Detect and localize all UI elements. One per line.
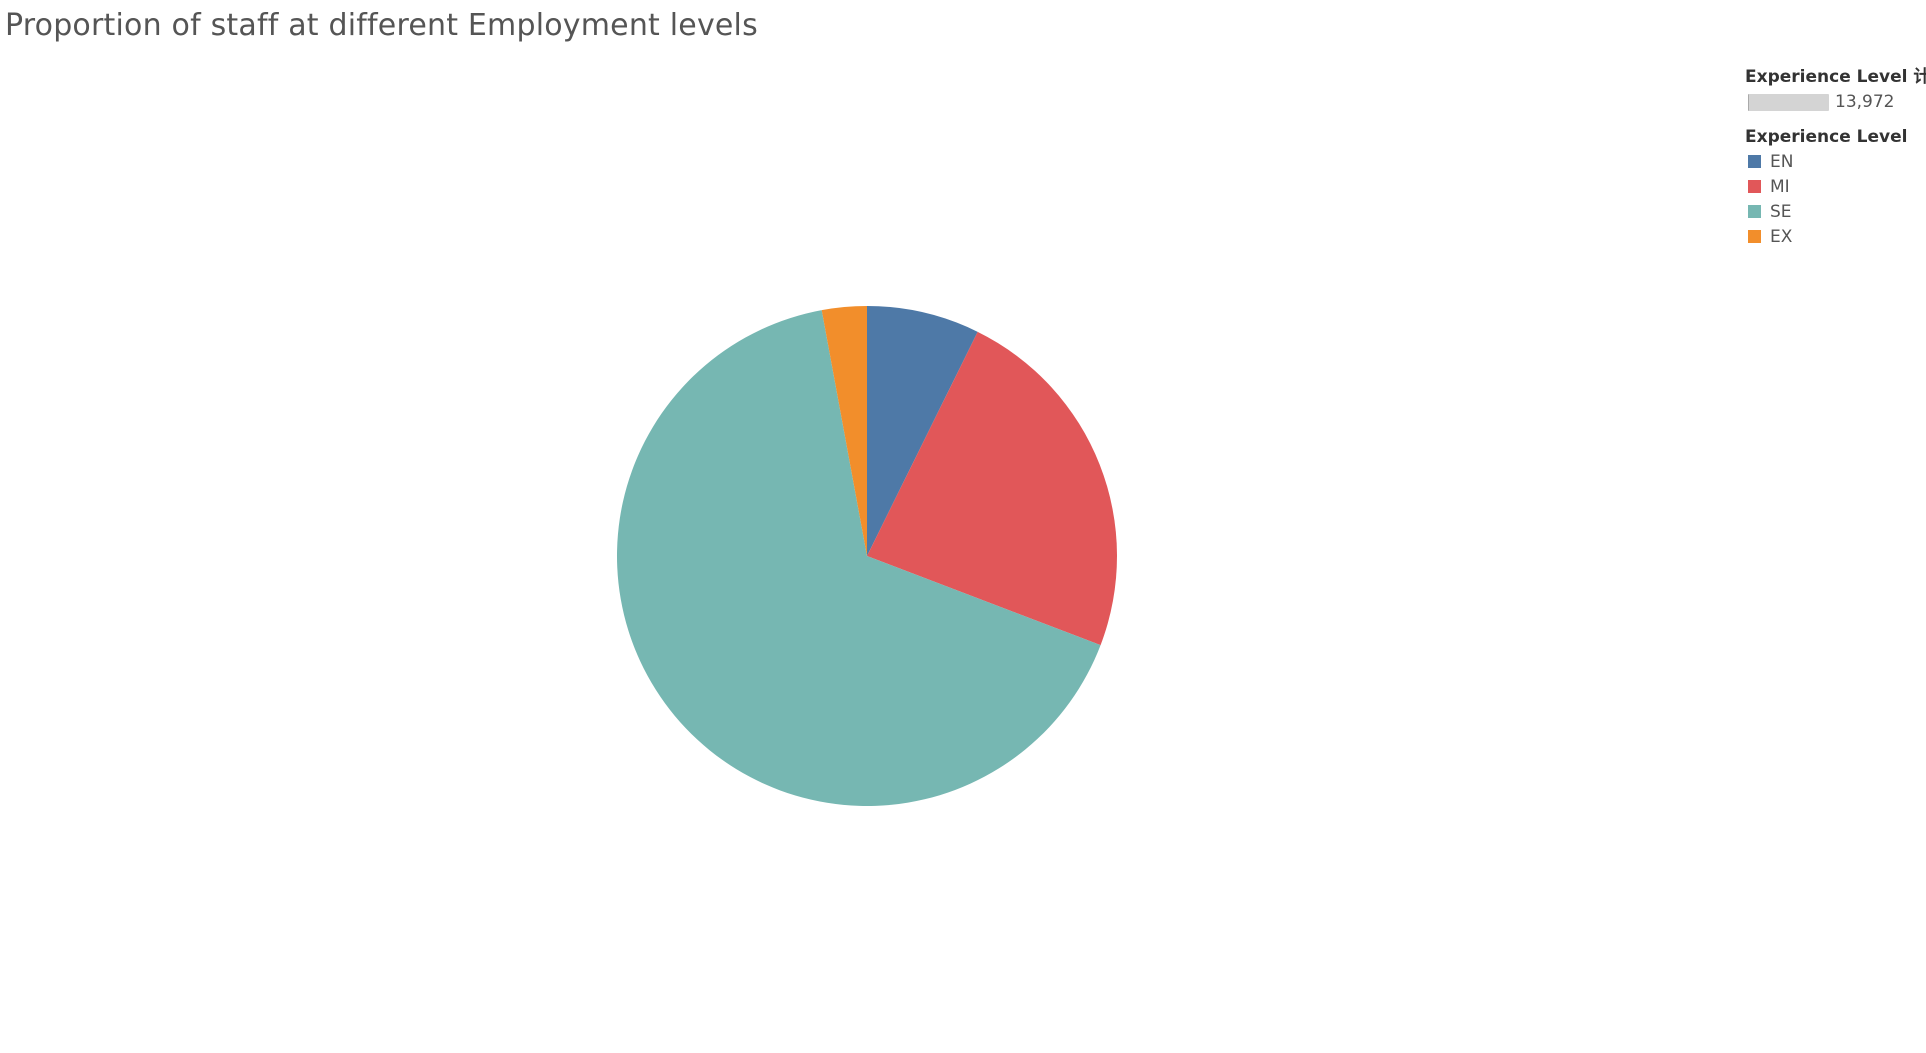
size-legend: 13,972	[1745, 91, 1925, 113]
legend-swatch	[1748, 205, 1761, 218]
legend-item-se[interactable]: SE	[1745, 199, 1925, 224]
pie-slice-mi[interactable]	[867, 331, 1117, 646]
color-legend: Experience Level EN MI SE EX	[1745, 127, 1925, 249]
legend-label: MI	[1770, 176, 1790, 197]
legend: Experience Level 计数 13,972 Experience Le…	[1745, 62, 1926, 249]
size-legend-bar	[1748, 93, 1829, 111]
size-legend-value: 13,972	[1835, 92, 1895, 112]
legend-label: EX	[1770, 226, 1793, 247]
legend-swatch	[1748, 155, 1761, 168]
legend-item-mi[interactable]: MI	[1745, 174, 1925, 199]
color-legend-items: EN MI SE EX	[1745, 149, 1925, 249]
legend-swatch	[1748, 230, 1761, 243]
legend-swatch	[1748, 180, 1761, 193]
color-legend-heading: Experience Level	[1745, 127, 1908, 147]
legend-label: SE	[1770, 201, 1792, 222]
legend-item-en[interactable]: EN	[1745, 149, 1925, 174]
chart-title: Proportion of staff at different Employm…	[5, 8, 758, 43]
size-legend-heading: Experience Level 计数	[1745, 67, 1926, 87]
pie-slices	[616, 306, 1117, 807]
pie-slice-ex[interactable]	[821, 306, 867, 556]
pie-slice-en[interactable]	[867, 306, 978, 556]
pie-slice-se[interactable]	[616, 310, 1101, 807]
legend-item-ex[interactable]: EX	[1745, 224, 1925, 249]
legend-label: EN	[1770, 151, 1794, 172]
